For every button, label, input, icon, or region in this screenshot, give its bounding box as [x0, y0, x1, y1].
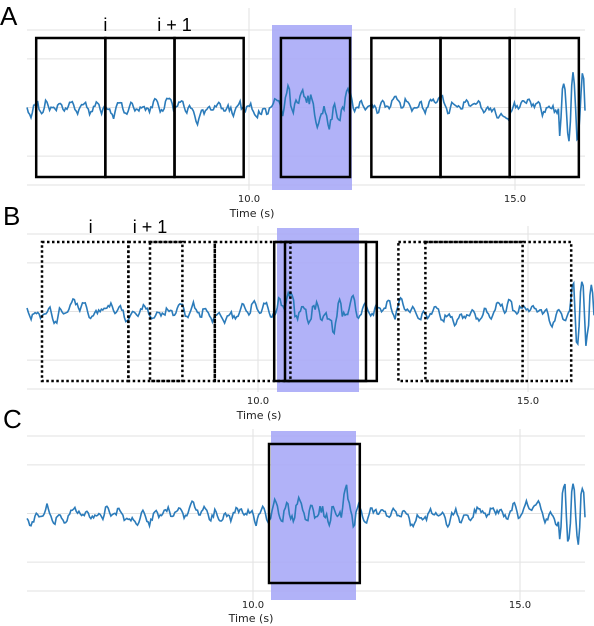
window-box [127, 240, 217, 383]
window-box [424, 240, 524, 383]
window-box [148, 240, 184, 383]
x-axis-label: Time (s) [229, 207, 275, 220]
panel-b: i i + 1 10.0 15.0 Time (s) B [3, 201, 594, 422]
panel-letter: B [3, 201, 20, 231]
signal-trace [26, 280, 594, 347]
panel-letter: A [0, 1, 18, 31]
window-box [279, 36, 352, 179]
window-label: i [89, 217, 93, 237]
signal-trace [26, 483, 586, 545]
panel-c: 10.0 15.0 Time (s) C [3, 404, 586, 625]
panel-letter: C [3, 404, 22, 434]
signal-trace [26, 72, 586, 142]
x-tick-label: 10.0 [242, 600, 264, 611]
analysis-windows [40, 240, 573, 383]
window-box [173, 36, 245, 179]
panel-a: i i + 1 10.0 15.0 Time (s) A [0, 1, 586, 220]
x-axis-label: Time (s) [236, 409, 282, 422]
x-tick-label: 10.0 [238, 194, 260, 205]
x-tick-label: 15.0 [517, 396, 539, 407]
window-label: i + 1 [133, 217, 168, 237]
window-box [267, 442, 362, 585]
window-label: i [103, 15, 107, 35]
x-tick-label: 15.0 [504, 194, 526, 205]
x-tick-label: 15.0 [509, 600, 531, 611]
x-axis-label: Time (s) [228, 612, 274, 625]
highlight-band [272, 25, 352, 190]
x-tick-label: 10.0 [247, 396, 269, 407]
highlight-band [277, 228, 359, 392]
window-box [283, 240, 379, 383]
window-label: i + 1 [157, 15, 192, 35]
analysis-windows [34, 36, 581, 179]
window-box [508, 36, 581, 179]
window-box [213, 240, 292, 383]
window-box [397, 240, 573, 383]
analysis-windows [267, 442, 362, 585]
